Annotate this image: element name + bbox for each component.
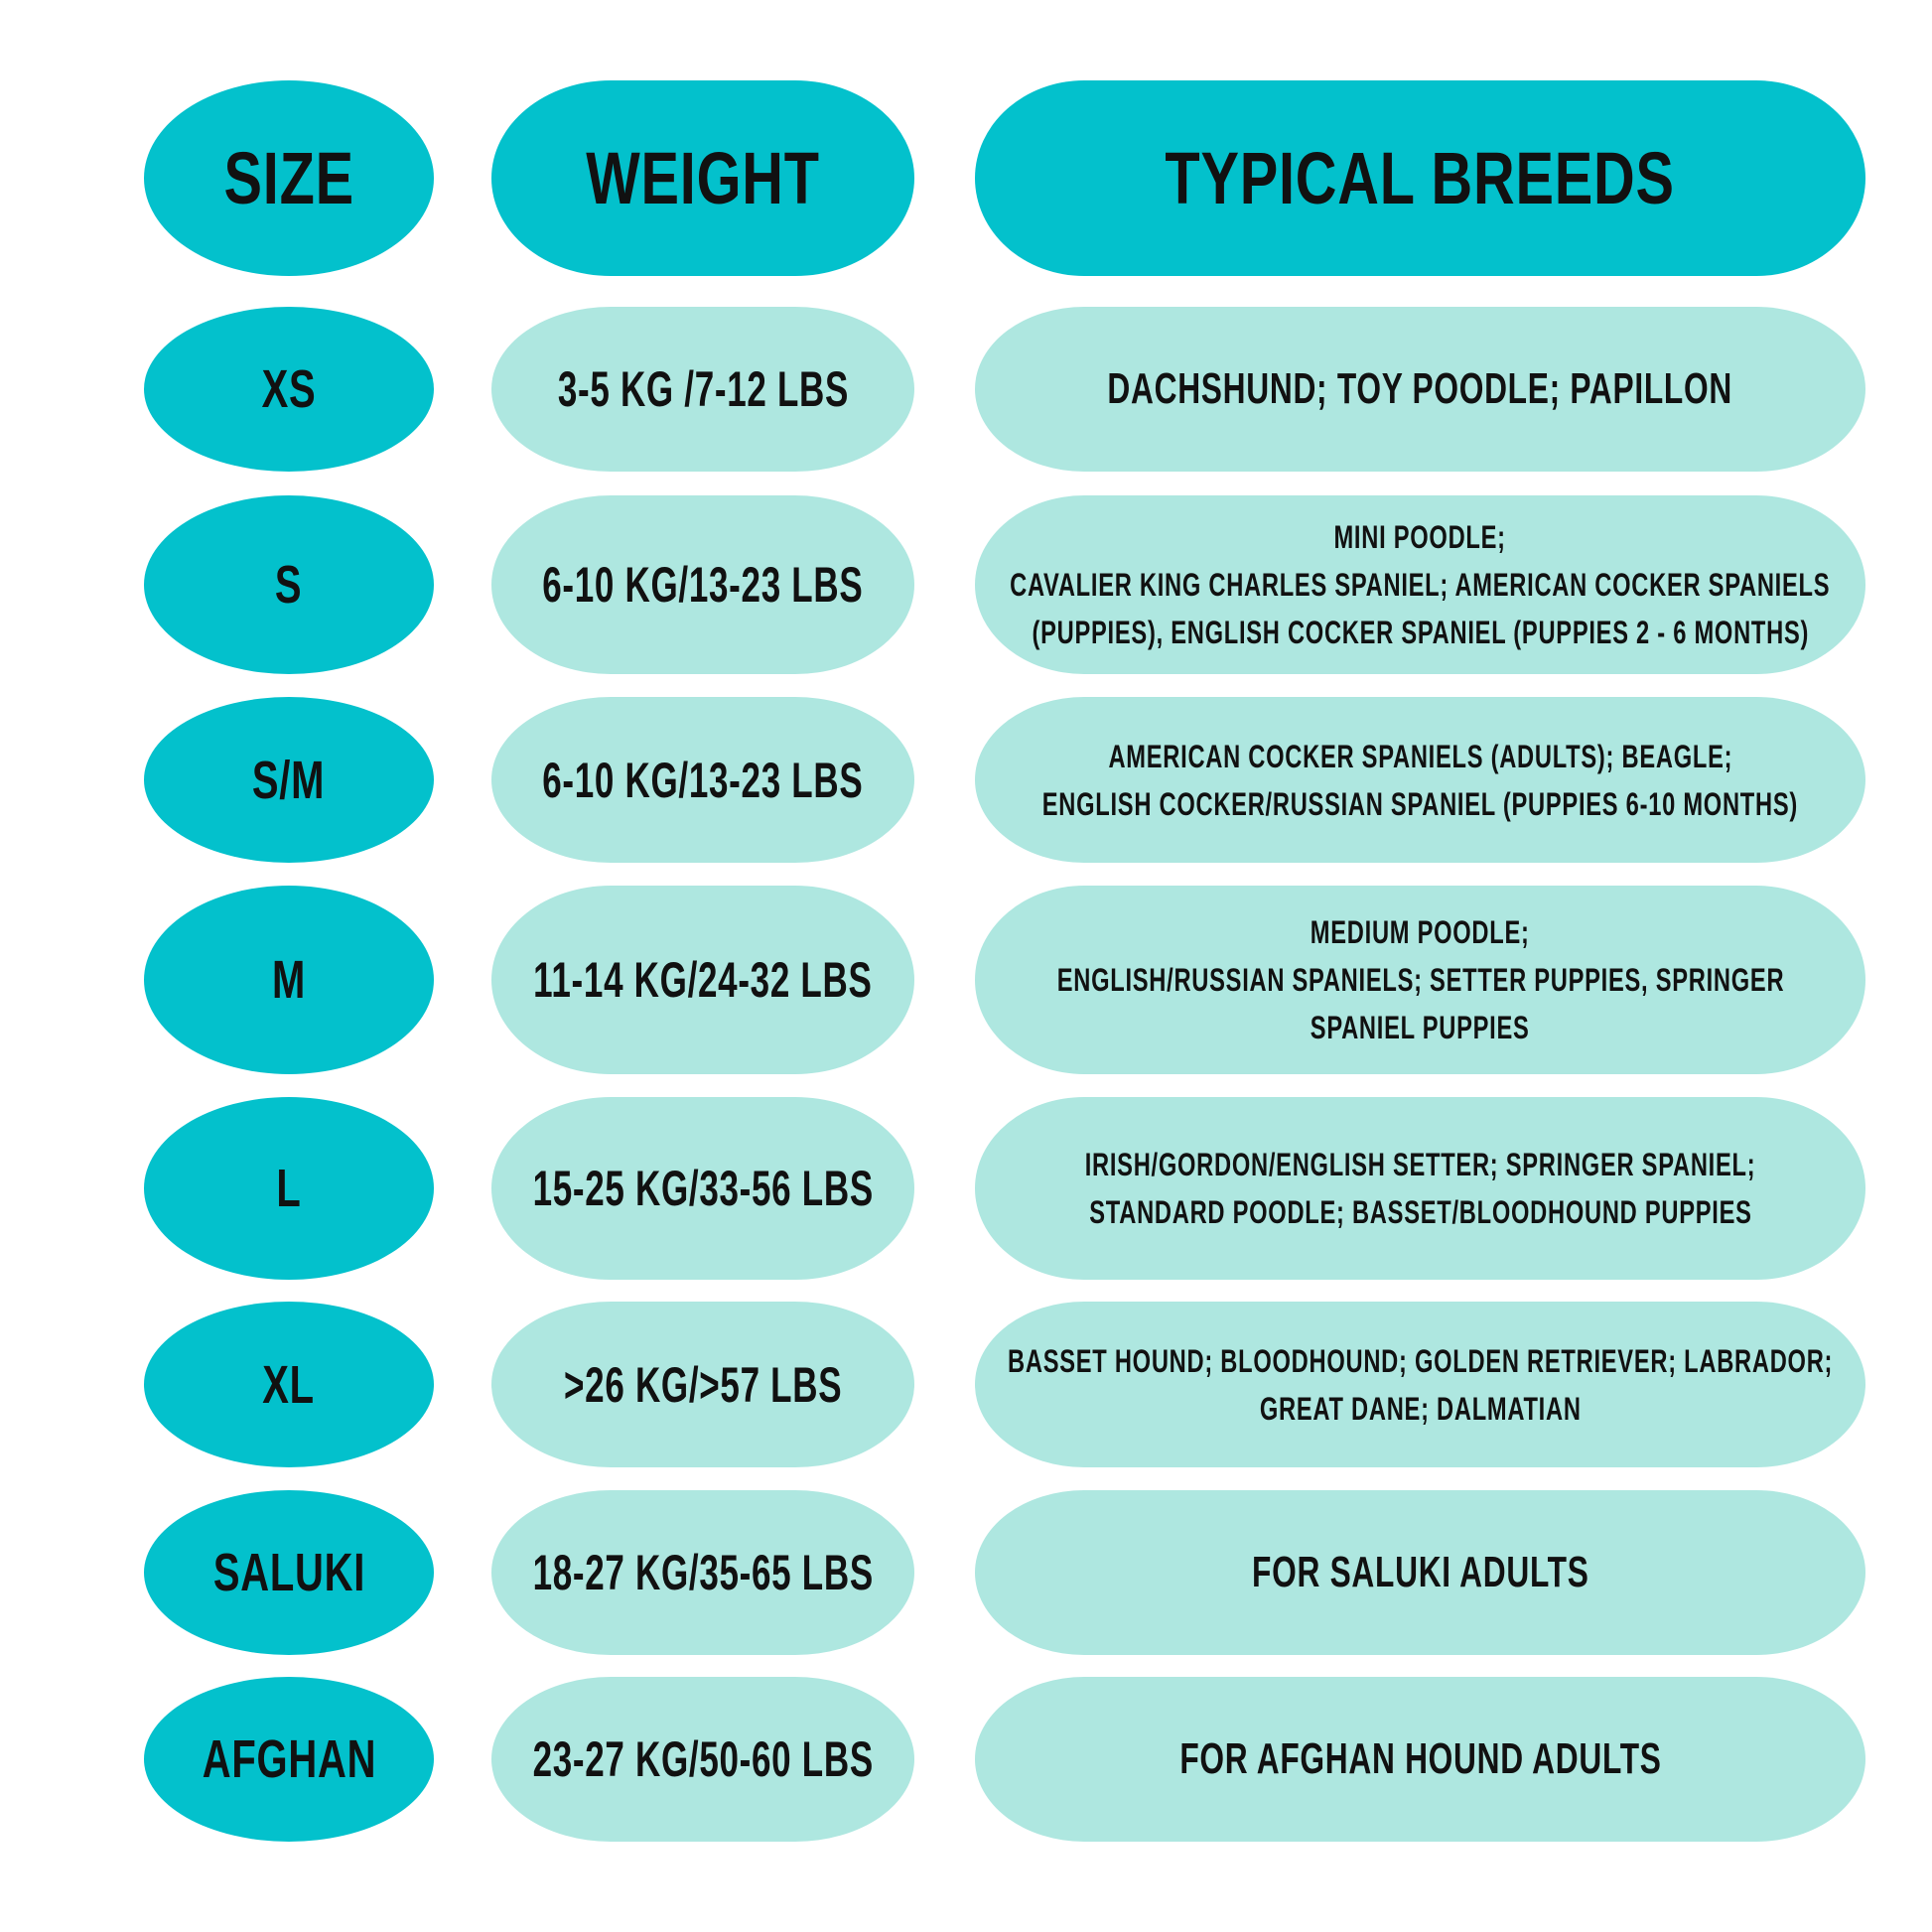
header-size: SIZE — [144, 80, 434, 276]
breeds-line: DACHSHUND; TOY POODLE; PAPILLON — [1107, 364, 1733, 413]
weight-cell: 23-27 KG/50-60 LBS — [491, 1677, 914, 1842]
breeds-cell: DACHSHUND; TOY POODLE; PAPILLON — [975, 307, 1865, 472]
weight-cell: 6-10 KG/13-23 LBS — [491, 495, 914, 674]
size-cell: SALUKI — [144, 1490, 434, 1655]
breeds-line: STANDARD POODLE; BASSET/BLOODHOUND PUPPI… — [1088, 1194, 1752, 1230]
breeds-line: MINI POODLE; — [1333, 519, 1507, 555]
breeds-cell: AMERICAN COCKER SPANIELS (ADULTS); BEAGL… — [975, 697, 1865, 863]
size-cell: XS — [144, 307, 434, 472]
breeds-line: IRISH/GORDON/ENGLISH SETTER; SPRINGER SP… — [1084, 1147, 1756, 1182]
header-size-label: SIZE — [223, 137, 354, 219]
size-label: XS — [261, 359, 317, 419]
size-cell: S/M — [144, 697, 434, 863]
weight-label: >26 KG/>57 LBS — [563, 1356, 843, 1413]
weight-cell: 18-27 KG/35-65 LBS — [491, 1490, 914, 1655]
breeds-line: ENGLISH COCKER/RUSSIAN SPANIEL (PUPPIES … — [1041, 785, 1799, 822]
size-cell: M — [144, 886, 434, 1074]
header-breeds: TYPICAL BREEDS — [975, 80, 1865, 276]
breeds-line: FOR AFGHAN HOUND ADULTS — [1178, 1734, 1662, 1783]
breeds-line: SPANIEL PUPPIES — [1311, 1010, 1530, 1045]
weight-label: 6-10 KG/13-23 LBS — [542, 557, 864, 613]
breeds-line: ENGLISH/RUSSIAN SPANIELS; SETTER PUPPIES… — [1056, 962, 1784, 998]
breeds-cell: MINI POODLE; CAVALIER KING CHARLES SPANIE… — [975, 495, 1865, 674]
breeds-line: MEDIUM POODLE; — [1311, 914, 1530, 950]
size-label: S — [275, 555, 303, 615]
size-cell: S — [144, 495, 434, 674]
weight-cell: >26 KG/>57 LBS — [491, 1302, 914, 1467]
header-weight: WEIGHT — [491, 80, 914, 276]
weight-label: 3-5 KG /7-12 LBS — [557, 361, 849, 417]
size-label: SALUKI — [212, 1543, 365, 1602]
size-cell: AFGHAN — [144, 1677, 434, 1842]
breeds-line: GREAT DANE; DALMATIAN — [1259, 1390, 1582, 1427]
size-label: S/M — [252, 750, 326, 810]
weight-cell: 11-14 KG/24-32 LBS — [491, 886, 914, 1074]
size-label: AFGHAN — [202, 1729, 376, 1789]
breeds-line: AMERICAN COCKER SPANIELS (ADULTS); BEAGL… — [1108, 738, 1732, 774]
breeds-cell: FOR AFGHAN HOUND ADULTS — [975, 1677, 1865, 1842]
breeds-line: BASSET HOUND; BLOODHOUND; GOLDEN RETRIEV… — [1007, 1342, 1834, 1379]
breeds-cell: BASSET HOUND; BLOODHOUND; GOLDEN RETRIEV… — [975, 1302, 1865, 1467]
weight-label: 15-25 KG/33-56 LBS — [532, 1161, 874, 1216]
breeds-line: CAVALIER KING CHARLES SPANIEL; AMERICAN … — [1010, 567, 1831, 603]
size-label: XL — [262, 1354, 316, 1415]
weight-label: 6-10 KG/13-23 LBS — [542, 752, 864, 808]
size-label: M — [271, 950, 307, 1010]
breeds-cell: IRISH/GORDON/ENGLISH SETTER; SPRINGER SP… — [975, 1097, 1865, 1280]
weight-cell: 15-25 KG/33-56 LBS — [491, 1097, 914, 1280]
breeds-line: (PUPPIES), ENGLISH COCKER SPANIEL (PUPPI… — [1032, 615, 1809, 650]
header-weight-label: WEIGHT — [586, 137, 820, 219]
weight-label: 11-14 KG/24-32 LBS — [533, 952, 873, 1008]
weight-cell: 3-5 KG /7-12 LBS — [491, 307, 914, 472]
size-label: L — [276, 1159, 302, 1218]
weight-label: 23-27 KG/50-60 LBS — [532, 1731, 874, 1787]
breeds-line: FOR SALUKI ADULTS — [1251, 1548, 1589, 1596]
weight-cell: 6-10 KG/13-23 LBS — [491, 697, 914, 863]
size-cell: L — [144, 1097, 434, 1280]
breeds-cell: MEDIUM POODLE; ENGLISH/RUSSIAN SPANIELS; … — [975, 886, 1865, 1074]
size-cell: XL — [144, 1302, 434, 1467]
weight-label: 18-27 KG/35-65 LBS — [532, 1545, 874, 1600]
breeds-cell: FOR SALUKI ADULTS — [975, 1490, 1865, 1655]
header-breeds-label: TYPICAL BREEDS — [1165, 137, 1676, 219]
